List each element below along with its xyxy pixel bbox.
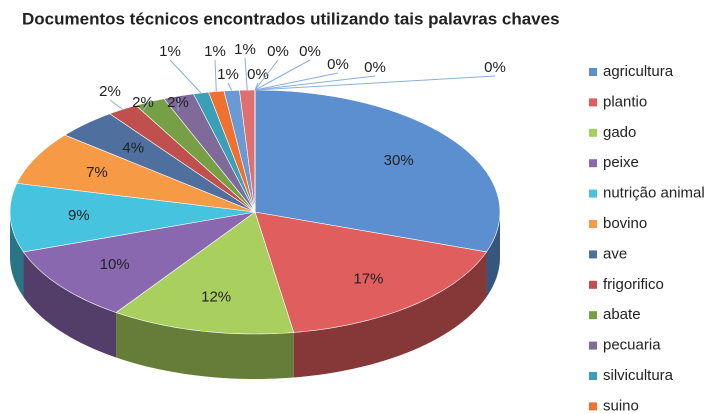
leader-line: [142, 101, 151, 112]
legend-swatch: [589, 402, 597, 411]
data-label: 10%: [100, 256, 130, 273]
data-label: 0%: [327, 56, 349, 73]
legend-label: frigorifico: [603, 276, 664, 293]
slice: [22, 211, 256, 313]
slice: [193, 91, 256, 213]
legend-swatch: [589, 128, 597, 137]
slice-side: [23, 251, 117, 358]
legend-label: ave: [603, 245, 627, 262]
chart-title: Documentos técnicos encontrados utilizan…: [22, 9, 560, 28]
slice-side: [486, 212, 500, 297]
slice-side: [293, 251, 487, 378]
slice: [115, 211, 295, 335]
slice: [254, 89, 501, 253]
legend-label: suino: [603, 397, 639, 414]
leader-line: [227, 82, 233, 91]
legend-swatch: [589, 98, 597, 107]
leader-line: [254, 75, 496, 91]
legend-swatch: [589, 250, 597, 259]
data-label: 9%: [68, 207, 90, 224]
slice: [208, 90, 256, 213]
data-label: 2%: [167, 94, 189, 111]
legend-swatch: [589, 220, 597, 228]
leader-line: [254, 75, 376, 91]
data-label: 1%: [204, 43, 226, 60]
leader-line: [177, 96, 180, 112]
data-label: 1%: [234, 41, 256, 58]
legend-label: gado: [603, 124, 636, 141]
slice: [254, 211, 488, 333]
leader-line: [254, 72, 339, 91]
slice: [64, 113, 256, 213]
data-label: 7%: [86, 164, 108, 181]
leader-line: [254, 59, 279, 91]
data-label: 2%: [99, 83, 121, 100]
data-label: 17%: [353, 270, 383, 287]
legend-label: nutrição animal: [603, 185, 705, 202]
slice: [16, 134, 256, 213]
data-label: 0%: [484, 59, 506, 76]
data-label: 0%: [364, 59, 386, 76]
legend-label: peixe: [603, 154, 639, 171]
slice-side: [116, 312, 294, 379]
leader-line: [254, 59, 311, 91]
data-label: 4%: [122, 139, 144, 156]
slice: [9, 182, 256, 253]
legend-swatch: [589, 311, 597, 320]
leader-line: [109, 99, 123, 110]
data-label: 30%: [384, 152, 414, 169]
leader-line: [169, 59, 202, 94]
legend-swatch: [589, 372, 597, 380]
legend-swatch: [589, 68, 597, 76]
data-label: 2%: [132, 94, 154, 111]
legend-swatch: [589, 189, 597, 198]
data-label: 0%: [267, 43, 289, 60]
slice-side: [10, 212, 24, 297]
legend-label: agricultura: [603, 63, 674, 80]
data-label: 0%: [247, 66, 269, 83]
data-label: 12%: [201, 289, 231, 306]
data-label: 1%: [159, 43, 181, 60]
leader-line: [214, 59, 217, 92]
legend-swatch: [589, 341, 597, 350]
legend-label: plantio: [603, 93, 647, 110]
legend-swatch: [589, 280, 597, 289]
leader-line: [244, 57, 248, 91]
legend-label: abate: [603, 306, 641, 323]
slice: [239, 89, 256, 213]
slice: [163, 93, 256, 213]
legend-label: silvicultura: [603, 367, 674, 384]
data-label: 0%: [299, 43, 321, 60]
legend-label: bovino: [603, 215, 647, 232]
data-label: 1%: [217, 66, 239, 83]
legend-swatch: [589, 159, 597, 168]
legend-label: pecuaria: [603, 337, 661, 354]
